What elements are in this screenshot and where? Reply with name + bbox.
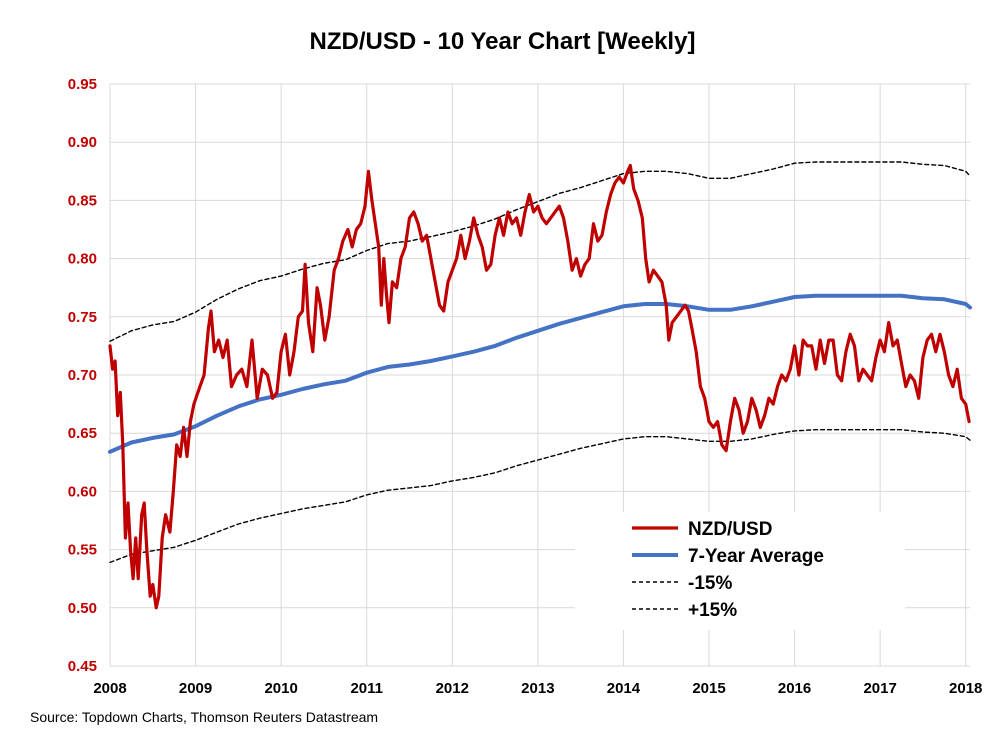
x-tick-label: 2016 <box>778 680 811 697</box>
source-note: Source: Topdown Charts, Thomson Reuters … <box>30 709 379 725</box>
y-tick-label: 0.50 <box>68 600 97 617</box>
axis-ticks: 0.95 0.90 0.85 0.80 0.75 0.70 0.65 0.60 0.55 0.50… <box>68 76 983 697</box>
y-tick-label: 0.65 <box>68 425 97 442</box>
y-tick-label: 0.70 <box>68 367 97 384</box>
legend-label: -15% <box>688 573 732 594</box>
y-tick-label: 0.85 <box>68 192 97 209</box>
y-tick-label: 0.55 <box>68 542 97 559</box>
x-tick-label: 2012 <box>436 680 469 697</box>
legend-label: 7-Year Average <box>688 546 824 567</box>
x-tick-label: 2013 <box>521 680 554 697</box>
y-tick-label: 0.75 <box>68 309 97 326</box>
series-line-15 <box>109 161 971 342</box>
x-tick-label: 2011 <box>350 680 383 697</box>
x-tick-label: 2010 <box>264 680 297 697</box>
chart-title: NZD/USD - 10 Year Chart [Weekly] <box>309 28 696 55</box>
y-tick-label: 0.60 <box>68 483 97 500</box>
x-tick-label: 2017 <box>863 680 896 697</box>
y-tick-label: 0.45 <box>68 658 97 675</box>
legend-label: NZD/USD <box>688 519 772 540</box>
series-line-7-year-average <box>108 293 972 454</box>
x-tick-label: 2014 <box>607 680 641 697</box>
series-lines <box>108 161 972 610</box>
y-tick-label: 0.95 <box>68 76 97 93</box>
x-tick-label: 2008 <box>93 680 126 697</box>
legend-box <box>575 512 905 630</box>
x-tick-label: 2018 <box>949 680 982 697</box>
x-tick-label: 2015 <box>692 680 725 697</box>
legend-label: +15% <box>688 600 737 621</box>
y-tick-label: 0.90 <box>68 134 97 151</box>
y-tick-label: 0.80 <box>68 251 97 268</box>
x-tick-label: 2009 <box>179 680 212 697</box>
series-line-15 <box>109 429 971 564</box>
series-line-nzd-usd <box>108 163 971 610</box>
legend: NZD/USD 7-Year Average -15% +15% <box>575 512 905 630</box>
